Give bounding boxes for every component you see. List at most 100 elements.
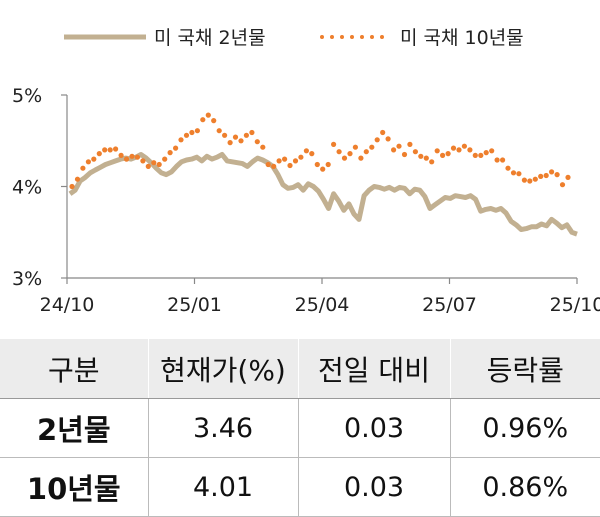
header-category: 구분 [0, 339, 148, 399]
series-point-10y [216, 128, 222, 134]
series-point-10y [227, 140, 233, 146]
x-tick-label: 24/10 [40, 294, 95, 316]
header-current-price: 현재가(%) [147, 339, 298, 399]
series-point-10y [276, 158, 282, 164]
series-point-10y [222, 132, 228, 138]
series-point-10y [510, 170, 517, 176]
x-tick-label: 25/01 [167, 294, 222, 316]
table-row: 10년물 4.01 0.03 0.86% [0, 457, 600, 517]
legend-label-10y: 미 국채 10년물 [400, 27, 524, 49]
cell-current: 3.46 [147, 398, 298, 458]
cell-name: 2년물 [0, 398, 148, 458]
series-point-10y [200, 117, 206, 123]
series-point-10y [331, 141, 337, 147]
series-point-10y [423, 155, 429, 161]
series-point-10y [418, 153, 424, 159]
x-tick-label: 25/07 [422, 294, 477, 316]
cell-rate: 0.86% [449, 457, 600, 517]
x-tick-label: 25/10 [550, 294, 600, 316]
series-point-10y [494, 157, 500, 163]
series-point-10y [74, 176, 81, 182]
series-point-10y [516, 171, 522, 177]
series-point-10y [396, 143, 402, 149]
series-point-10y [478, 152, 484, 158]
series-point-10y [303, 148, 309, 154]
series-point-10y [412, 149, 418, 155]
series-point-10y [91, 156, 97, 162]
cell-change: 0.03 [297, 398, 450, 458]
cell-name: 10년물 [0, 457, 148, 517]
series-point-10y [314, 161, 320, 168]
series-point-10y [189, 129, 195, 136]
series-point-10y [156, 161, 162, 168]
series-point-10y [134, 154, 140, 160]
legend-label-2y: 미 국채 2년물 [154, 27, 266, 49]
header-day-change: 전일 대비 [297, 339, 450, 399]
series-point-10y [489, 148, 495, 154]
series-point-10y [450, 145, 457, 151]
axis-ticks: 3% 4% 5% 24/10 25/01 25/04 25/07 25/10 [12, 85, 600, 316]
series-point-10y [549, 169, 555, 175]
series-point-10y [292, 158, 299, 164]
series-line-2y [68, 152, 578, 237]
legend: 미 국채 2년물 미 국채 10년물 [64, 27, 524, 49]
series-layer [68, 112, 578, 237]
cell-change: 0.03 [297, 457, 450, 517]
series-point-10y [483, 150, 489, 156]
series-point-10y [123, 156, 130, 162]
series-point-10y [260, 144, 266, 150]
yield-chart: 미 국채 2년물 미 국채 10년물 3% 4% 5% 24/10 25/01 25/04… [12, 27, 600, 316]
series-point-10y [472, 152, 478, 158]
series-point-10y [461, 143, 467, 149]
series-point-10y [298, 154, 304, 160]
series-point-10y [429, 159, 435, 165]
table-header-row: 구분 현재가(%) 전일 대비 등락률 [0, 339, 600, 399]
series-point-10y [238, 138, 244, 144]
series-point-10y [173, 145, 179, 151]
series-point-10y [118, 152, 124, 158]
series-point-10y [69, 183, 75, 190]
series-point-10y [205, 112, 211, 118]
y-tick-label: 4% [12, 177, 42, 199]
series-point-10y [320, 166, 326, 172]
series-point-10y [243, 132, 249, 138]
series-point-10y [254, 139, 260, 145]
series-point-10y [265, 161, 271, 168]
series-point-10y [80, 165, 86, 171]
series-point-10y [358, 155, 364, 161]
series-point-10y [145, 163, 151, 169]
y-tick-label: 3% [12, 268, 42, 290]
header-change-rate: 등락률 [449, 339, 600, 399]
series-point-10y [440, 152, 446, 158]
series-point-10y [385, 136, 391, 142]
series-point-10y [521, 177, 528, 183]
series-point-10y [151, 160, 157, 166]
series-point-10y [363, 149, 369, 155]
series-point-10y [347, 151, 353, 157]
series-point-10y [369, 144, 375, 150]
series-point-10y [178, 137, 184, 143]
series-point-10y [211, 118, 217, 124]
series-point-10y [407, 141, 413, 147]
series-point-10y [325, 161, 331, 168]
series-point-10y [532, 176, 538, 182]
series-point-10y [167, 150, 173, 156]
series-point-10y [129, 153, 135, 159]
series-point-10y [352, 144, 358, 150]
series-point-10y [341, 155, 348, 161]
series-point-10y [309, 151, 315, 157]
series-point-10y [162, 156, 168, 162]
series-point-10y [102, 147, 108, 153]
series-point-10y [336, 149, 342, 155]
series-point-10y [543, 172, 549, 179]
series-point-10y [445, 151, 451, 157]
series-point-10y [232, 134, 239, 140]
series-point-10y [527, 178, 533, 184]
series-point-10y [401, 151, 408, 158]
series-point-10y [96, 151, 102, 157]
series-point-10y [456, 147, 462, 153]
series-point-10y [183, 132, 190, 138]
series-point-10y [374, 137, 380, 143]
table-row: 2년물 3.46 0.03 0.96% [0, 398, 600, 458]
series-point-10y [282, 156, 288, 162]
